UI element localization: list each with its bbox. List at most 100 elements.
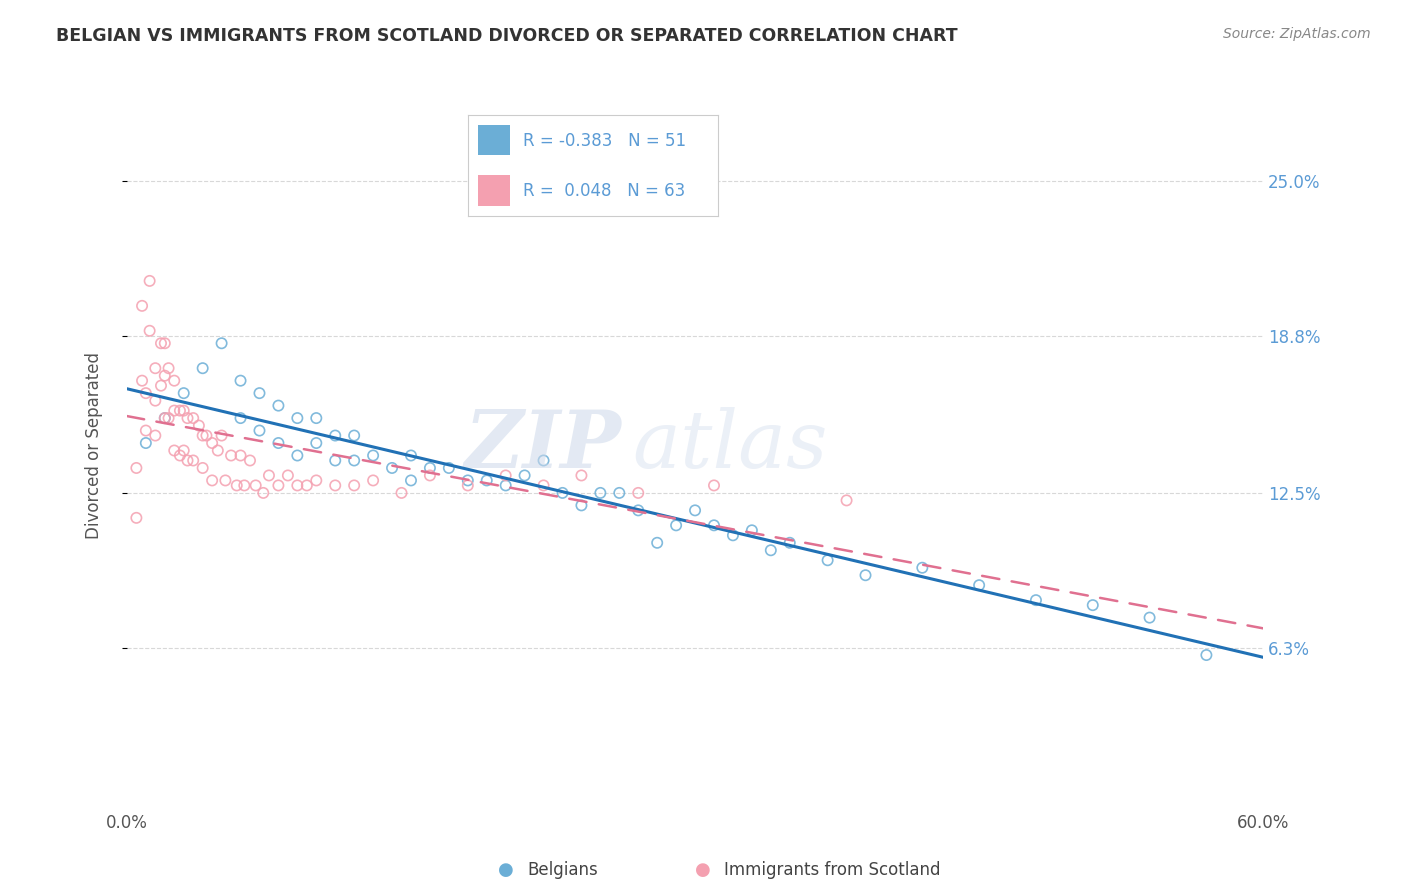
Point: [665, 518, 688, 533]
Point: [589, 486, 612, 500]
Point: [191, 428, 214, 442]
Point: [143, 393, 166, 408]
Point: [1081, 598, 1104, 612]
Point: [173, 443, 195, 458]
Point: [153, 336, 176, 351]
Point: [721, 528, 744, 542]
Point: [741, 524, 763, 538]
Point: [683, 503, 706, 517]
Point: [343, 453, 366, 467]
Point: [157, 411, 180, 425]
Point: [779, 536, 801, 550]
Point: [138, 324, 160, 338]
Point: [1139, 610, 1161, 624]
Point: [131, 299, 153, 313]
Point: [267, 436, 290, 450]
Point: [323, 453, 346, 467]
Point: [571, 499, 593, 513]
Point: [457, 478, 479, 492]
Point: [153, 368, 176, 383]
Point: [163, 374, 186, 388]
Point: [1195, 648, 1218, 662]
Point: [214, 474, 236, 488]
Point: [627, 503, 650, 517]
Point: [323, 428, 346, 442]
Point: [305, 474, 328, 488]
Point: [419, 461, 441, 475]
Point: [150, 378, 173, 392]
Point: [551, 486, 574, 500]
Point: [967, 578, 990, 592]
Point: [285, 478, 308, 492]
Y-axis label: Divorced or Separated: Divorced or Separated: [86, 352, 103, 539]
Point: [607, 486, 630, 500]
Point: [475, 474, 498, 488]
Point: [239, 453, 262, 467]
Text: ●: ●: [695, 861, 711, 879]
Point: [195, 428, 218, 442]
Point: [181, 411, 204, 425]
Point: [381, 461, 404, 475]
Point: [835, 493, 858, 508]
Point: [249, 386, 271, 401]
Point: [150, 336, 173, 351]
Point: [703, 478, 725, 492]
Point: [163, 403, 186, 417]
Point: [759, 543, 782, 558]
Point: [343, 478, 366, 492]
Point: [645, 536, 668, 550]
Point: [135, 436, 157, 450]
Point: [229, 449, 252, 463]
Point: [135, 424, 157, 438]
Point: [173, 403, 195, 417]
Point: [457, 474, 479, 488]
Point: [245, 478, 267, 492]
Point: [163, 443, 186, 458]
Point: [361, 449, 384, 463]
Point: [225, 478, 247, 492]
Point: [817, 553, 839, 567]
Text: Source: ZipAtlas.com: Source: ZipAtlas.com: [1223, 27, 1371, 41]
Text: atlas: atlas: [633, 407, 828, 484]
Point: [211, 336, 233, 351]
Point: [305, 436, 328, 450]
Point: [257, 468, 280, 483]
Point: [181, 453, 204, 467]
Point: [201, 474, 224, 488]
Point: [173, 386, 195, 401]
Point: [229, 411, 252, 425]
Point: [169, 449, 191, 463]
Point: [305, 411, 328, 425]
Point: [571, 468, 593, 483]
Point: [233, 478, 256, 492]
Point: [143, 361, 166, 376]
Point: [285, 449, 308, 463]
Point: [513, 468, 536, 483]
Point: [533, 453, 555, 467]
Point: [138, 274, 160, 288]
Point: [249, 424, 271, 438]
Point: [211, 428, 233, 442]
Text: ●: ●: [498, 861, 515, 879]
Text: ZIP: ZIP: [464, 407, 621, 484]
Point: [191, 461, 214, 475]
Point: [176, 411, 198, 425]
Point: [125, 461, 148, 475]
Point: [157, 361, 180, 376]
Point: [153, 411, 176, 425]
Point: [229, 374, 252, 388]
Point: [201, 436, 224, 450]
Point: [533, 478, 555, 492]
Text: Belgians: Belgians: [527, 861, 598, 879]
Point: [143, 428, 166, 442]
Point: [176, 453, 198, 467]
Point: [437, 461, 460, 475]
Point: [207, 443, 229, 458]
Point: [135, 386, 157, 401]
Point: [252, 486, 274, 500]
Point: [187, 418, 209, 433]
Text: BELGIAN VS IMMIGRANTS FROM SCOTLAND DIVORCED OR SEPARATED CORRELATION CHART: BELGIAN VS IMMIGRANTS FROM SCOTLAND DIVO…: [56, 27, 957, 45]
Point: [267, 478, 290, 492]
Point: [855, 568, 877, 582]
Point: [399, 474, 422, 488]
